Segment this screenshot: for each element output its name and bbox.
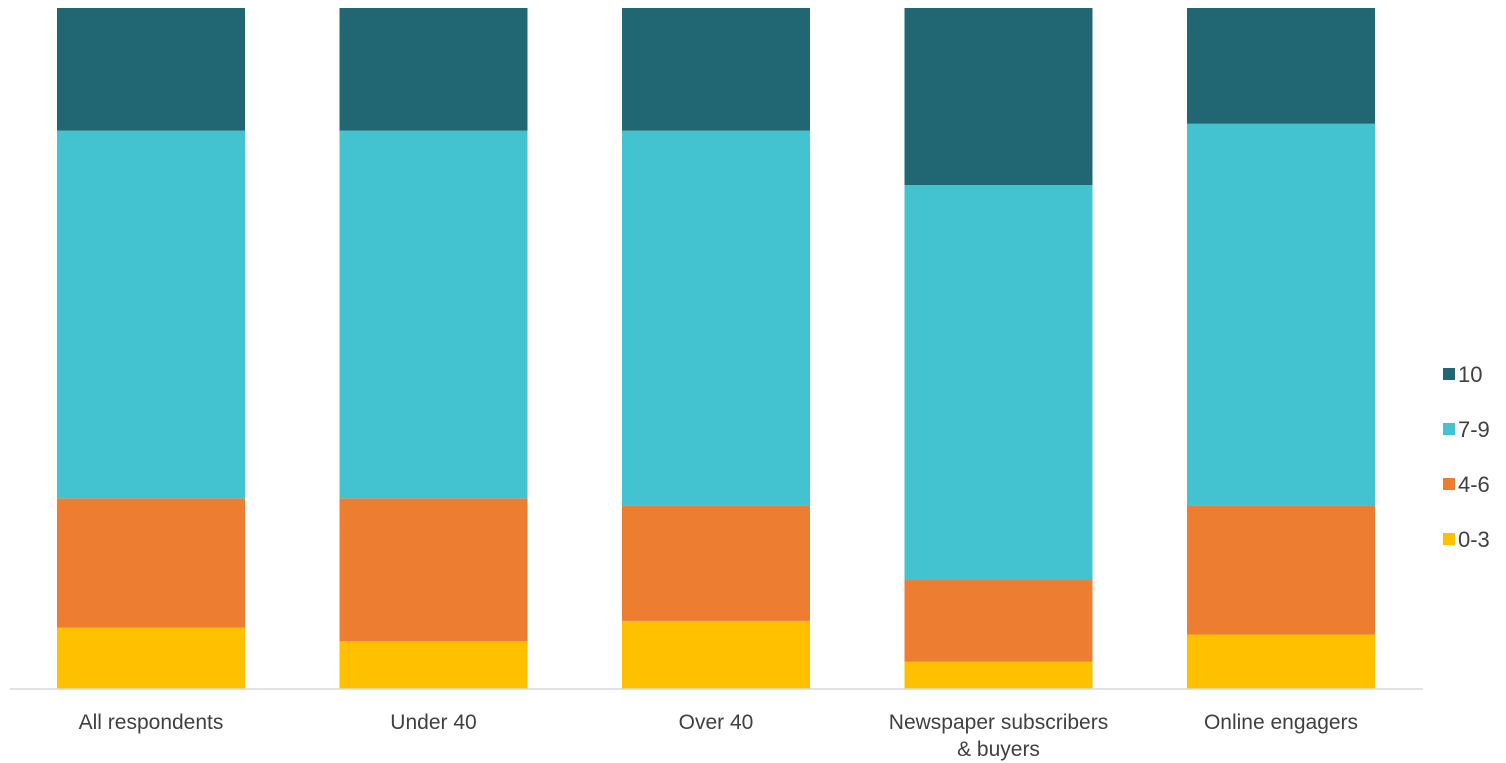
x-tick-label-line: All respondents [79,711,224,734]
bar-segment-all-respondents-10 [57,8,245,131]
bar-segment-under-40-10 [339,8,528,131]
bar-segment-newspaper-subscribers-buyers-7-9 [904,185,1093,581]
legend: 10 7-9 4-6 0-3 [1443,362,1490,552]
bar-segment-all-respondents-0-3 [57,627,245,689]
x-tick-label: Over 40 [679,711,754,734]
bar-segment-all-respondents-7-9 [57,130,245,499]
x-tick-label: Under 40 [390,711,476,734]
bar-segment-newspaper-subscribers-buyers-4-6 [904,580,1093,662]
legend-swatch-0-3 [1443,533,1455,545]
bar-segment-newspaper-subscribers-buyers-10 [904,8,1093,186]
bar-segment-all-respondents-4-6 [57,498,245,628]
x-tick-label-line: Newspaper subscribers [889,711,1108,734]
x-tick-label: Online engagers [1204,711,1358,734]
bar-segment-online-engagers-10 [1187,8,1375,124]
bar-segment-under-40-7-9 [339,130,528,499]
bars-group [57,8,1375,689]
x-tick-label-line: Over 40 [679,711,754,734]
x-tick-label-line: & buyers [957,738,1040,761]
legend-label-0-3: 0-3 [1458,527,1490,552]
bar-segment-online-engagers-7-9 [1187,123,1375,506]
bar-segment-over-40-4-6 [622,505,810,621]
legend-swatch-7-9 [1443,423,1455,435]
x-tick-label: All respondents [79,711,224,734]
x-tick-label-line: Online engagers [1204,711,1358,734]
bar-segment-over-40-7-9 [622,130,810,506]
legend-swatch-4-6 [1443,478,1455,490]
legend-label-7-9: 7-9 [1458,417,1490,442]
bar-segment-over-40-10 [622,8,810,131]
bar-segment-newspaper-subscribers-buyers-0-3 [904,661,1093,689]
x-tick-label: Newspaper subscribers & buyers [889,711,1108,761]
legend-swatch-10 [1443,368,1455,380]
bar-segment-over-40-0-3 [622,620,810,689]
x-tick-labels: All respondents Under 40 Over 40 Newspaper … [79,711,1358,761]
bar-segment-online-engagers-4-6 [1187,505,1375,635]
legend-label-10: 10 [1458,362,1482,387]
bar-segment-under-40-4-6 [339,498,528,642]
bar-segment-under-40-0-3 [339,641,528,689]
legend-label-4-6: 4-6 [1458,472,1490,497]
x-tick-label-line: Under 40 [390,711,476,734]
bar-segment-online-engagers-0-3 [1187,634,1375,689]
